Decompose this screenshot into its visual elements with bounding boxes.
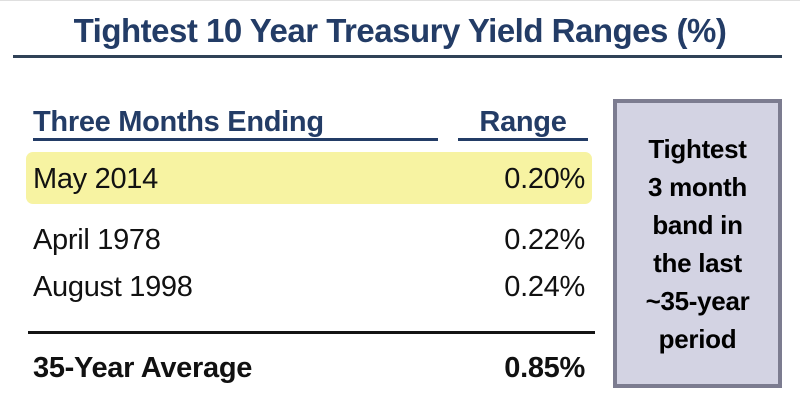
column-header-range-underline — [458, 138, 588, 141]
chart-title: Tightest 10 Year Treasury Yield Ranges (… — [73, 12, 727, 49]
callout-line: ~35-year — [645, 285, 750, 316]
callout-box: Tightest 3 month band in the last ~35-ye… — [613, 99, 782, 388]
row-range: 0.24% — [504, 271, 585, 303]
callout-line: Tightest — [648, 133, 747, 164]
callout-line: 3 month — [647, 171, 747, 202]
top-hairline — [0, 0, 800, 1]
row-range: 0.20% — [504, 163, 585, 195]
title-underline — [13, 55, 782, 58]
summary-value: 0.85% — [504, 352, 585, 384]
summary-label: 35-Year Average — [33, 352, 253, 384]
row-period: August 1998 — [33, 271, 193, 303]
table-row: May 2014 0.20% — [33, 163, 585, 196]
summary-row: 35-Year Average 0.85% — [33, 352, 585, 385]
table-row: August 1998 0.24% — [33, 271, 585, 304]
row-range: 0.22% — [504, 224, 585, 256]
row-period: May 2014 — [33, 163, 158, 195]
column-header-period-underline — [33, 138, 438, 141]
callout-text: Tightest 3 month band in the last ~35-ye… — [646, 130, 750, 358]
callout-line: period — [658, 323, 737, 354]
row-period: April 1978 — [33, 224, 161, 256]
summary-divider — [28, 331, 595, 334]
column-header-range: Range — [479, 106, 567, 138]
highlight-band — [26, 152, 592, 204]
column-header-period: Three Months Ending — [33, 106, 324, 138]
callout-line: the last — [653, 247, 742, 278]
table-row: April 1978 0.22% — [33, 224, 585, 257]
callout-line: band in — [652, 209, 743, 240]
